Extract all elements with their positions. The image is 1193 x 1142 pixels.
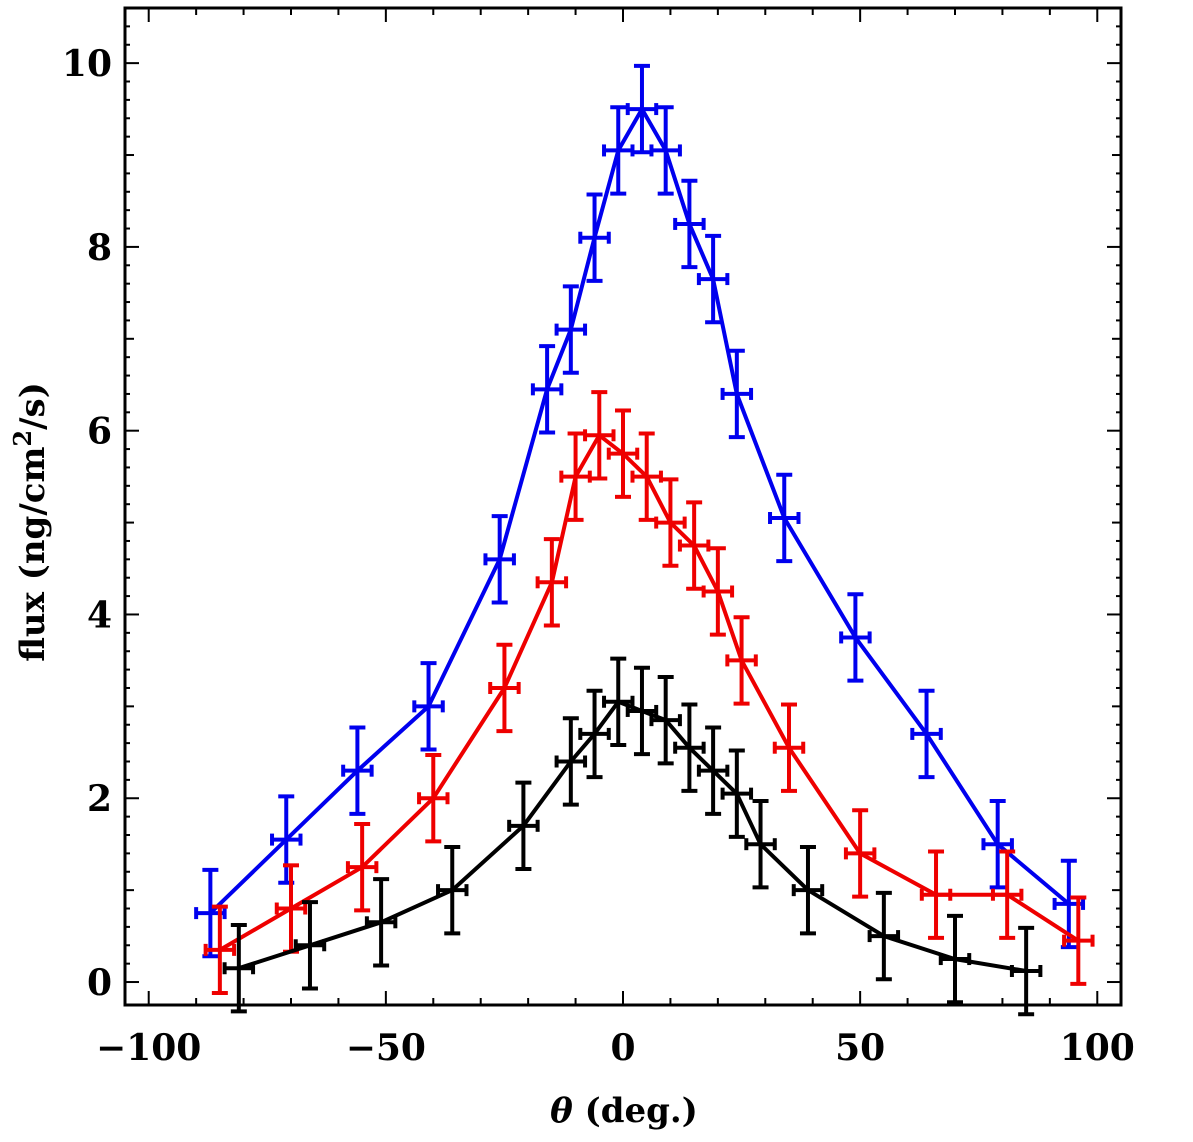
- data-point-red: [677, 500, 711, 591]
- data-point-blue: [554, 284, 588, 375]
- y-tick-label: 0: [87, 962, 112, 1004]
- series-line-black: [238, 699, 1027, 973]
- y-axis-ticks: 0 2 4 6 8 10: [62, 25, 1121, 1004]
- data-point-red: [630, 431, 663, 522]
- data-point-black: [791, 844, 825, 936]
- data-point-blue: [696, 233, 730, 325]
- data-point-black: [578, 688, 611, 780]
- data-point-blue: [602, 105, 635, 196]
- data-point-blue: [839, 592, 872, 683]
- data-point-black: [222, 923, 256, 1014]
- data-point-black: [867, 890, 901, 982]
- data-point-red: [843, 808, 877, 899]
- data-point-red: [701, 546, 735, 637]
- data-point-red: [274, 863, 308, 954]
- data-point-red: [417, 753, 450, 844]
- data-point-red: [583, 390, 616, 481]
- data-point-red: [1062, 895, 1095, 986]
- data-point-red: [488, 642, 521, 734]
- data-point-red: [919, 849, 953, 940]
- x-axis-label: θ (deg.): [550, 1091, 698, 1131]
- x-axis-label-symbol: θ: [550, 1091, 573, 1131]
- data-point-blue: [673, 178, 706, 270]
- series-blue: [194, 63, 1086, 959]
- series-layer: [194, 63, 1095, 1017]
- x-axis-ticks: −100 −50 0 50 100: [96, 8, 1135, 1069]
- y-axis-label-main: flux (ng/cm: [13, 447, 53, 662]
- x-tick-label: 0: [610, 1027, 635, 1069]
- y-tick-label: 6: [87, 411, 112, 453]
- data-point-black: [720, 748, 754, 839]
- data-point-black: [602, 656, 635, 747]
- data-point-black: [364, 877, 398, 968]
- data-point-black: [1009, 925, 1043, 1017]
- x-tick-label: −50: [346, 1027, 426, 1069]
- data-point-black: [938, 913, 972, 1005]
- y-tick-label: 10: [62, 43, 112, 85]
- data-point-blue: [649, 105, 682, 196]
- data-point-red: [990, 849, 1024, 940]
- x-tick-label: −100: [96, 1027, 201, 1069]
- series-red: [203, 390, 1095, 996]
- data-point-red: [725, 615, 758, 706]
- data-point-black: [293, 900, 327, 991]
- data-point-blue: [720, 348, 754, 440]
- data-point-blue: [341, 725, 374, 816]
- data-point-blue: [270, 794, 303, 885]
- data-point-black: [744, 799, 777, 890]
- data-point-black: [554, 716, 588, 807]
- y-tick-label: 8: [87, 227, 112, 269]
- data-point-red: [535, 537, 569, 628]
- y-axis-label: flux (ng/cm2/s): [8, 382, 53, 662]
- data-point-red: [654, 477, 687, 568]
- data-point-red: [203, 904, 237, 996]
- data-point-red: [772, 702, 806, 793]
- data-point-blue: [981, 799, 1014, 890]
- data-point-blue: [625, 63, 659, 155]
- data-point-blue: [530, 344, 564, 435]
- y-tick-label: 2: [87, 778, 112, 820]
- series-line-blue: [209, 107, 1071, 915]
- data-point-blue: [483, 514, 516, 605]
- y-tick-label: 4: [87, 594, 112, 636]
- axes-frame: [123, 6, 1123, 1007]
- x-tick-label: 100: [1060, 1027, 1135, 1069]
- y-axis-label-tail: /s): [13, 382, 53, 430]
- x-tick-label: 50: [835, 1027, 885, 1069]
- data-point-red: [345, 821, 379, 913]
- data-point-black: [436, 844, 469, 936]
- data-point-blue: [768, 472, 801, 564]
- data-point-blue: [910, 688, 943, 780]
- data-point-red: [606, 408, 640, 499]
- x-axis-label-unit: (deg.): [573, 1091, 698, 1131]
- data-point-black: [673, 702, 706, 793]
- data-point-black: [696, 725, 730, 816]
- y-axis-label-sup: 2: [8, 430, 37, 447]
- data-point-blue: [578, 192, 611, 283]
- data-point-red: [559, 431, 592, 522]
- data-point-black: [507, 780, 540, 872]
- series-black: [222, 656, 1043, 1017]
- data-point-black: [625, 665, 659, 757]
- data-point-black: [649, 674, 682, 766]
- plot-frame: [123, 6, 1123, 1007]
- data-point-blue: [412, 661, 445, 752]
